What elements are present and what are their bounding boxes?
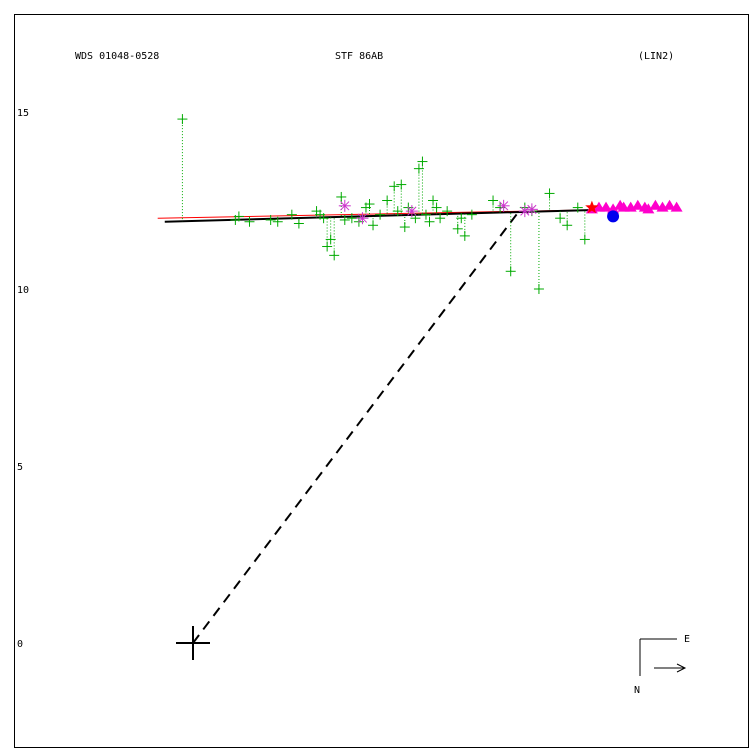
plus-point: [364, 199, 375, 210]
plus-point: [452, 223, 463, 234]
plus-point: [562, 220, 573, 231]
plus-point: [230, 214, 241, 225]
plus-point: [244, 216, 255, 227]
plot-frame: [14, 14, 749, 748]
plus-point: [392, 206, 403, 217]
plus-point: [318, 213, 329, 224]
asterisk-stroke: [499, 201, 509, 211]
plus-point: [488, 195, 499, 206]
dashed-line: [192, 212, 519, 644]
asterisk-stroke: [357, 213, 368, 223]
asterisk-point: [338, 199, 351, 212]
asterisk-stroke: [407, 206, 417, 216]
y-tick-label: 0: [17, 639, 23, 650]
y-tick-label: 10: [17, 285, 29, 296]
plus-point: [428, 195, 439, 206]
plus-point: [382, 195, 393, 206]
star-point: [585, 200, 599, 214]
circle-point: [607, 210, 620, 223]
plus-point: [579, 234, 590, 245]
triangle-point: [663, 199, 676, 210]
asterisk-stroke: [520, 206, 530, 216]
compass: E N: [634, 634, 690, 696]
plus-point: [555, 213, 566, 224]
plus-point: [466, 209, 477, 220]
chart-title: STF 86AB: [335, 51, 383, 62]
plus-point: [368, 220, 379, 231]
plus-point: [293, 218, 304, 229]
y-axis-tick-labels: 0 5 10 15: [17, 108, 29, 650]
chart-marks: [176, 114, 683, 660]
plus-point: [533, 284, 544, 294]
plus-point: [544, 188, 555, 199]
compass-east-label: E: [684, 634, 690, 645]
plus-point: [339, 214, 350, 225]
plus-point: [329, 250, 340, 261]
plus-point: [177, 114, 188, 125]
chart-header-right: (LIN2): [638, 51, 674, 62]
plus-point: [325, 234, 336, 245]
plus-point: [424, 216, 435, 227]
plus-point: [505, 266, 516, 277]
triangle-point: [600, 201, 613, 212]
plus-point: [265, 214, 276, 225]
plus-point: [286, 209, 297, 220]
plus-point: [375, 209, 386, 220]
triangle-point: [649, 199, 662, 210]
plus-point: [336, 191, 347, 202]
plus-point: [413, 163, 424, 174]
y-tick-label: 5: [17, 462, 23, 473]
plus-point: [431, 202, 442, 213]
compass-north-label: N: [634, 685, 640, 696]
asterisk-point: [525, 203, 538, 216]
plus-point: [346, 213, 357, 224]
chart-header-left: WDS 01048-0528: [75, 51, 159, 62]
plus-point: [322, 241, 333, 252]
plus-point: [420, 209, 431, 220]
plus-point: [389, 181, 400, 192]
plus-point: [272, 216, 283, 227]
asterisk-point: [356, 212, 369, 225]
asterisk-stroke: [340, 201, 350, 211]
triangle-point: [631, 199, 644, 210]
plus-point: [396, 179, 407, 190]
asterisk-stroke: [527, 204, 537, 214]
triangle-point: [670, 201, 683, 212]
asterisk-point: [405, 205, 418, 218]
triangle-point: [642, 203, 655, 214]
plus-point: [456, 213, 467, 224]
plus-point: [417, 156, 428, 167]
plus-point: [435, 213, 446, 224]
plus-point: [399, 222, 410, 233]
asterisk-point: [518, 205, 531, 218]
plus-point: [442, 206, 453, 217]
plus-point: [572, 202, 583, 213]
plus-point: [459, 230, 470, 241]
triangle-point: [607, 203, 620, 214]
y-tick-label: 15: [17, 108, 29, 119]
motion-arrow-head: [676, 663, 687, 673]
asterisk-point: [497, 199, 510, 212]
